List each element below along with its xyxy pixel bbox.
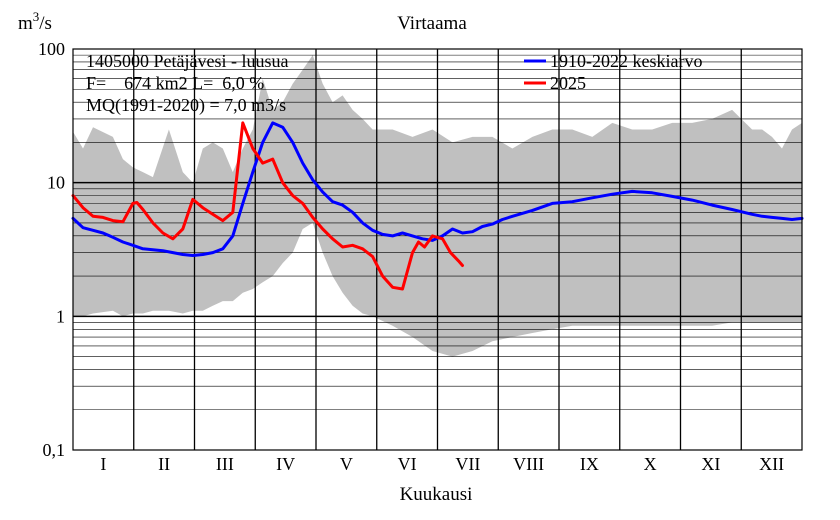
x-tick-labels: I II III IV V VI VII VIII IX X XI XII	[100, 454, 784, 474]
legend-label-mean: 1910-2022 keskiarvo	[550, 51, 702, 71]
x-axis-label: Kuukausi	[400, 484, 473, 505]
x-tick-label: III	[216, 454, 234, 474]
y-tick-label: 0,1	[43, 440, 66, 460]
legend-label-year: 2025	[550, 73, 586, 93]
x-tick-label: I	[100, 454, 106, 474]
y-tick-label: 10	[47, 173, 65, 193]
plot-frame	[72, 48, 803, 451]
station-mq: MQ(1991-2020) = 7,0 m3/s	[86, 95, 286, 116]
x-tick-label: VIII	[513, 454, 544, 474]
grid-layer	[73, 49, 802, 450]
x-tick-label: IV	[276, 454, 295, 474]
series-layer	[71, 121, 804, 291]
y-tick-label: 100	[38, 39, 65, 59]
x-tick-label: V	[340, 454, 353, 474]
x-tick-label: VI	[398, 454, 417, 474]
series-2025-line	[71, 121, 464, 291]
y-axis-label: m3/s	[18, 9, 52, 34]
x-tick-label: XI	[701, 454, 720, 474]
legend: 1910-2022 keskiarvo 2025	[524, 51, 702, 93]
station-area: F= 674 km2 L= 6,0 %	[86, 73, 264, 93]
y-tick-labels: 100 10 1 0,1	[38, 39, 65, 460]
chart-title: Virtaama	[397, 13, 467, 34]
x-tick-label: IX	[580, 454, 599, 474]
series-mean-line	[71, 121, 804, 257]
x-tick-label: X	[644, 454, 657, 474]
x-tick-label: VII	[455, 454, 480, 474]
x-tick-label: XII	[759, 454, 784, 474]
y-tick-label: 1	[56, 306, 65, 326]
x-tick-label: II	[158, 454, 170, 474]
station-name: 1405000 Petäjävesi - luusua	[86, 51, 288, 71]
